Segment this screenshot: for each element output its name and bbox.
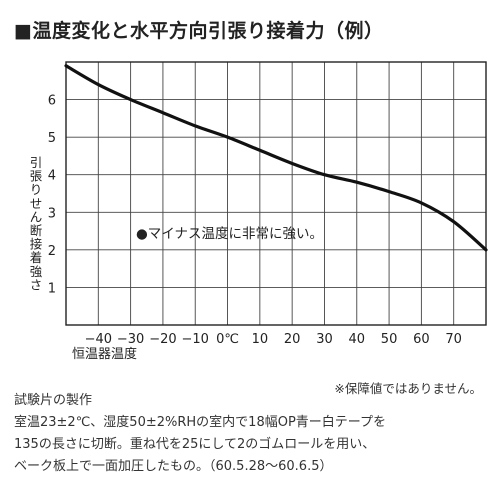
- y-tick-label: 1: [48, 281, 56, 296]
- y-axis-label-char: 着: [30, 250, 43, 265]
- test-piece-line-2: 135の長さに切断。重ね代を25にして2のゴムロールを用い、: [14, 437, 376, 452]
- y-axis-label-char: 接: [30, 237, 43, 252]
- series-line: [64, 64, 488, 252]
- y-tick-label: 6: [48, 94, 56, 109]
- y-tick-label: 4: [48, 169, 56, 184]
- y-axis-label-char: せ: [30, 196, 43, 211]
- test-piece-line-1: 室温23±2℃、湿度50±2%RHの室内で18幅OP青ー白テープを: [14, 415, 387, 430]
- y-axis-label-char: 引: [30, 155, 43, 170]
- x-tick-label: 30: [316, 332, 333, 347]
- x-axis-label: 恒温器温度: [72, 346, 137, 362]
- chart-title: ■温度変化と水平方向引張り接着力（例）: [14, 20, 384, 42]
- x-tick-label: −30: [117, 332, 144, 347]
- test-piece-heading: 試験片の製作: [14, 393, 93, 408]
- series: [64, 64, 488, 252]
- y-axis-label-char: 張: [30, 169, 43, 184]
- grid: [66, 62, 486, 325]
- x-tick-label: 20: [284, 332, 301, 347]
- x-tick-label: 70: [445, 332, 462, 347]
- x-tick-label: 60: [413, 332, 430, 347]
- y-tick-labels: 1 2 3 4 5 6: [48, 94, 56, 297]
- chart-annotation: ●マイナス温度に非常に強い。: [136, 226, 323, 242]
- y-tick-label: 3: [48, 206, 56, 221]
- x-tick-label: −10: [182, 332, 209, 347]
- y-axis-label-char: ん: [30, 209, 43, 224]
- y-axis-label-char: 断: [30, 223, 43, 238]
- x-tick-label: −40: [85, 332, 112, 347]
- x-tick-label: 50: [381, 332, 398, 347]
- guarantee-note: ※保障値ではありません。: [334, 381, 482, 396]
- y-tick-label: 5: [48, 131, 56, 146]
- plot-frame: [65, 61, 487, 326]
- x-tick-label: −20: [149, 332, 176, 347]
- x-tick-label: 40: [348, 332, 365, 347]
- x-tick-labels: −40 −30 −20 −10 0℃ 10 20 30 40 50 60 70: [85, 332, 462, 347]
- y-axis-label-char: さ: [30, 277, 43, 292]
- y-axis-label-char: 強: [30, 264, 43, 279]
- y-axis-label-char: り: [30, 182, 43, 197]
- x-tick-label: 0℃: [216, 332, 239, 347]
- y-tick-label: 2: [48, 244, 56, 259]
- x-tick-label: 10: [252, 332, 269, 347]
- test-piece-line-3: ベーク板上で一面加圧したもの。（60.5.28〜60.6.5）: [14, 459, 333, 474]
